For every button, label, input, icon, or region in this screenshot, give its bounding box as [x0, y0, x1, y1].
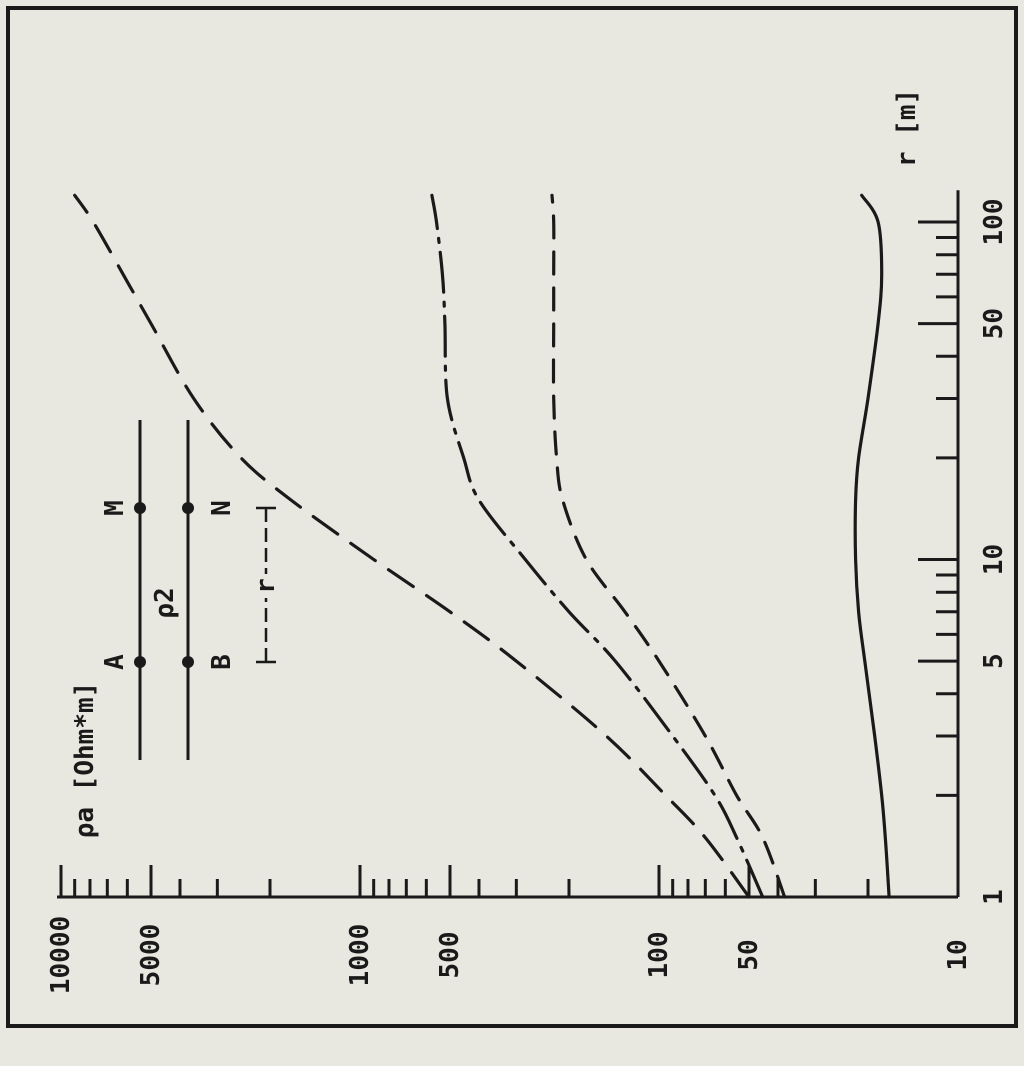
outer-frame — [6, 6, 1018, 1028]
spacing-label-bg — [254, 574, 278, 598]
rho-tick-label: 500 — [435, 932, 465, 979]
electrode-label-m: M — [100, 500, 130, 516]
axes: 1 5 10 50 100 r [m] 10 50 100 500 1000 5000 10000 ρa … — [46, 89, 1009, 994]
electrode-label-b: B — [207, 654, 237, 670]
series-line-2 — [430, 193, 765, 899]
rho-tick-label: 10 — [943, 939, 973, 970]
rho-tick-label: 5000 — [136, 924, 166, 987]
series-line-3 — [550, 193, 787, 899]
rho-tick-label: 1000 — [345, 924, 375, 987]
r-tick-label: 10 — [979, 544, 1009, 575]
spacing-label: r — [251, 578, 281, 594]
electrode-dot — [182, 656, 194, 668]
r-tick-label: 100 — [979, 199, 1009, 246]
electrode-dot — [182, 502, 194, 514]
electrode-dot — [134, 656, 146, 668]
series-line-1 — [73, 193, 751, 899]
layer-label: ρ2 — [150, 587, 180, 618]
curves — [73, 193, 891, 899]
electrode-label-n: N — [207, 500, 237, 516]
series-line-4 — [853, 193, 891, 899]
r-tick-label: 1 — [979, 889, 1009, 905]
electrode-label-a: A — [100, 654, 130, 670]
rho-tick-label: 100 — [644, 932, 674, 979]
rho-axis-label: ρa [Ohm*m] — [70, 682, 100, 839]
electrode-inset: A M B Nρ2 r — [100, 420, 281, 760]
rho-tick-label: 50 — [734, 939, 764, 970]
r-axis-label: r [m] — [892, 89, 922, 167]
rho-tick-label: 10000 — [46, 916, 76, 994]
electrode-dot — [134, 502, 146, 514]
r-tick-label: 50 — [979, 308, 1009, 339]
r-tick-label: 5 — [979, 653, 1009, 669]
